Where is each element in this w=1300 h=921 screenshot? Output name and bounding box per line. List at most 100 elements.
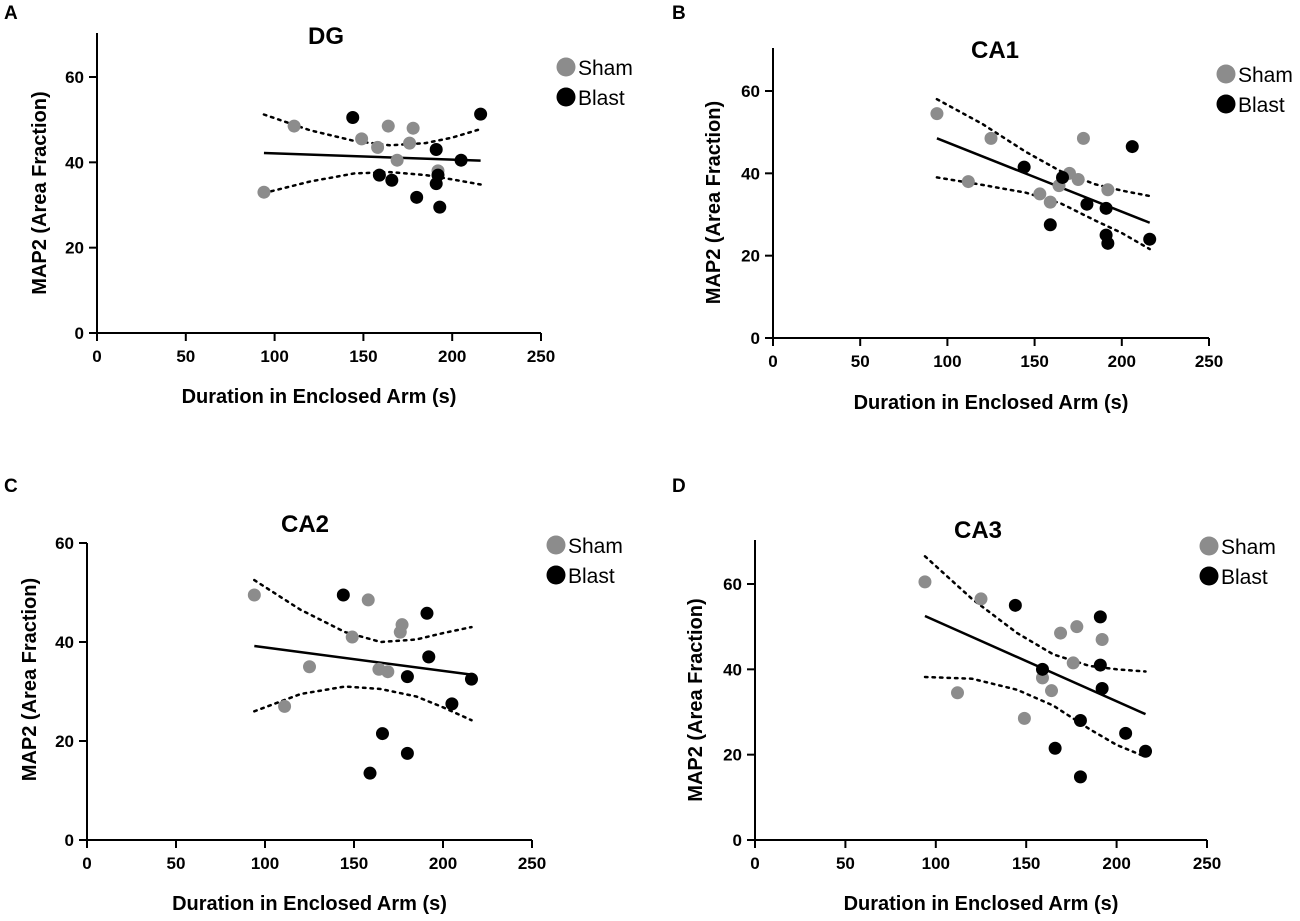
- data-point-blast: [420, 606, 434, 620]
- data-point-blast: [454, 153, 468, 167]
- data-point-sham: [1054, 626, 1068, 640]
- legend-marker-sham: [1199, 536, 1219, 556]
- data-point-blast: [400, 746, 414, 760]
- data-point-sham: [381, 119, 395, 133]
- panel-letter: A: [4, 3, 18, 24]
- legend-marker-blast: [1199, 566, 1219, 586]
- data-point-blast: [429, 143, 443, 157]
- x-tick-label: 0: [82, 854, 91, 873]
- data-point-blast: [363, 766, 377, 780]
- y-tick-label: 20: [741, 247, 760, 266]
- data-point-sham: [278, 699, 292, 713]
- data-point-blast: [1080, 197, 1094, 211]
- data-point-blast: [410, 190, 424, 204]
- data-point-sham: [950, 686, 964, 700]
- data-point-sham: [345, 630, 359, 644]
- x-axis-title: Duration in Enclosed Arm (s): [182, 386, 457, 408]
- data-point-blast: [375, 727, 389, 741]
- data-point-blast: [385, 173, 399, 187]
- data-point-sham: [1070, 620, 1084, 634]
- y-axis-title: MAP2 (Area Fraction): [685, 598, 707, 801]
- ci-upper-curve: [923, 555, 1147, 673]
- data-point-blast: [372, 168, 386, 182]
- data-point-sham: [1101, 183, 1115, 197]
- panel-letter: D: [672, 476, 686, 497]
- chart-title: DG: [308, 23, 344, 50]
- data-point-sham: [1033, 187, 1047, 201]
- data-point-sham: [918, 575, 932, 589]
- ci-lower-curve: [262, 170, 482, 195]
- y-tick-label: 20: [65, 239, 84, 258]
- y-tick-label: 40: [741, 164, 760, 183]
- chart-title: CA2: [281, 511, 329, 538]
- data-point-sham: [371, 140, 385, 154]
- data-point-sham: [1066, 656, 1080, 670]
- data-point-blast: [1101, 236, 1115, 250]
- data-point-sham: [257, 185, 271, 199]
- data-point-sham: [1045, 684, 1059, 698]
- legend-label-blast: Blast: [568, 565, 615, 588]
- x-tick-label: 150: [1020, 352, 1048, 371]
- y-tick-label: 40: [723, 660, 742, 679]
- data-point-sham: [303, 660, 316, 674]
- x-axis-title: Duration in Enclosed Arm (s): [172, 893, 447, 915]
- legend-label-blast: Blast: [1221, 566, 1268, 589]
- x-tick-label: 50: [851, 352, 870, 371]
- chart-title: CA3: [954, 517, 1002, 544]
- regression-line: [936, 137, 1151, 224]
- y-axis-title: MAP2 (Area Fraction): [29, 91, 51, 294]
- data-point-blast: [1073, 770, 1087, 784]
- y-tick-label: 0: [65, 831, 74, 850]
- data-point-blast: [474, 107, 488, 121]
- x-axis-title: Duration in Enclosed Arm (s): [844, 893, 1119, 915]
- legend-marker-sham: [556, 57, 576, 77]
- data-point-sham: [381, 665, 395, 679]
- legend-label-sham: Sham: [568, 535, 623, 558]
- data-point-blast: [1048, 741, 1062, 755]
- data-point-sham: [247, 588, 261, 602]
- data-point-blast: [1043, 218, 1057, 232]
- ci-upper-curve: [262, 113, 482, 147]
- x-tick-label: 250: [1195, 352, 1223, 371]
- ci-lower-curve: [923, 675, 1147, 759]
- y-tick-label: 0: [75, 324, 84, 343]
- data-point-sham: [390, 153, 404, 167]
- x-tick-label: 250: [527, 347, 555, 366]
- x-tick-label: 0: [92, 347, 101, 366]
- x-tick-label: 200: [1108, 352, 1136, 371]
- x-tick-label: 50: [167, 854, 186, 873]
- data-point-sham: [361, 593, 375, 607]
- x-tick-label: 0: [750, 854, 759, 873]
- data-point-blast: [1099, 201, 1113, 215]
- data-point-blast: [1008, 598, 1022, 612]
- data-point-blast: [1143, 232, 1157, 246]
- data-point-sham: [406, 121, 420, 135]
- regression-line: [254, 644, 472, 676]
- y-tick-label: 20: [55, 732, 74, 751]
- y-tick-label: 60: [65, 68, 84, 87]
- legend-label-sham: Sham: [578, 57, 633, 80]
- x-tick-label: 0: [768, 352, 777, 371]
- y-tick-label: 40: [65, 153, 84, 172]
- data-point-sham: [974, 592, 988, 606]
- y-tick-label: 40: [55, 633, 74, 652]
- x-tick-label: 50: [836, 854, 855, 873]
- data-point-sham: [930, 107, 944, 121]
- data-point-blast: [422, 650, 436, 664]
- ci-upper-curve: [253, 578, 473, 644]
- chart-panel-c: C CA2 0 50 100 150 200 250 0 20 40 60 Duration in En…: [4, 476, 623, 915]
- panel-letter: C: [4, 476, 18, 497]
- data-point-sham: [395, 618, 409, 632]
- x-tick-label: 250: [518, 854, 546, 873]
- panel-letter: B: [672, 3, 686, 24]
- data-point-blast: [1139, 744, 1153, 758]
- legend-marker-sham: [546, 535, 566, 555]
- y-tick-label: 60: [723, 575, 742, 594]
- x-tick-label: 200: [429, 854, 457, 873]
- x-tick-label: 100: [933, 352, 961, 371]
- y-tick-label: 0: [751, 329, 760, 348]
- data-point-blast: [1017, 160, 1031, 174]
- legend-marker-blast: [1216, 94, 1236, 114]
- legend-label-sham: Sham: [1238, 64, 1293, 87]
